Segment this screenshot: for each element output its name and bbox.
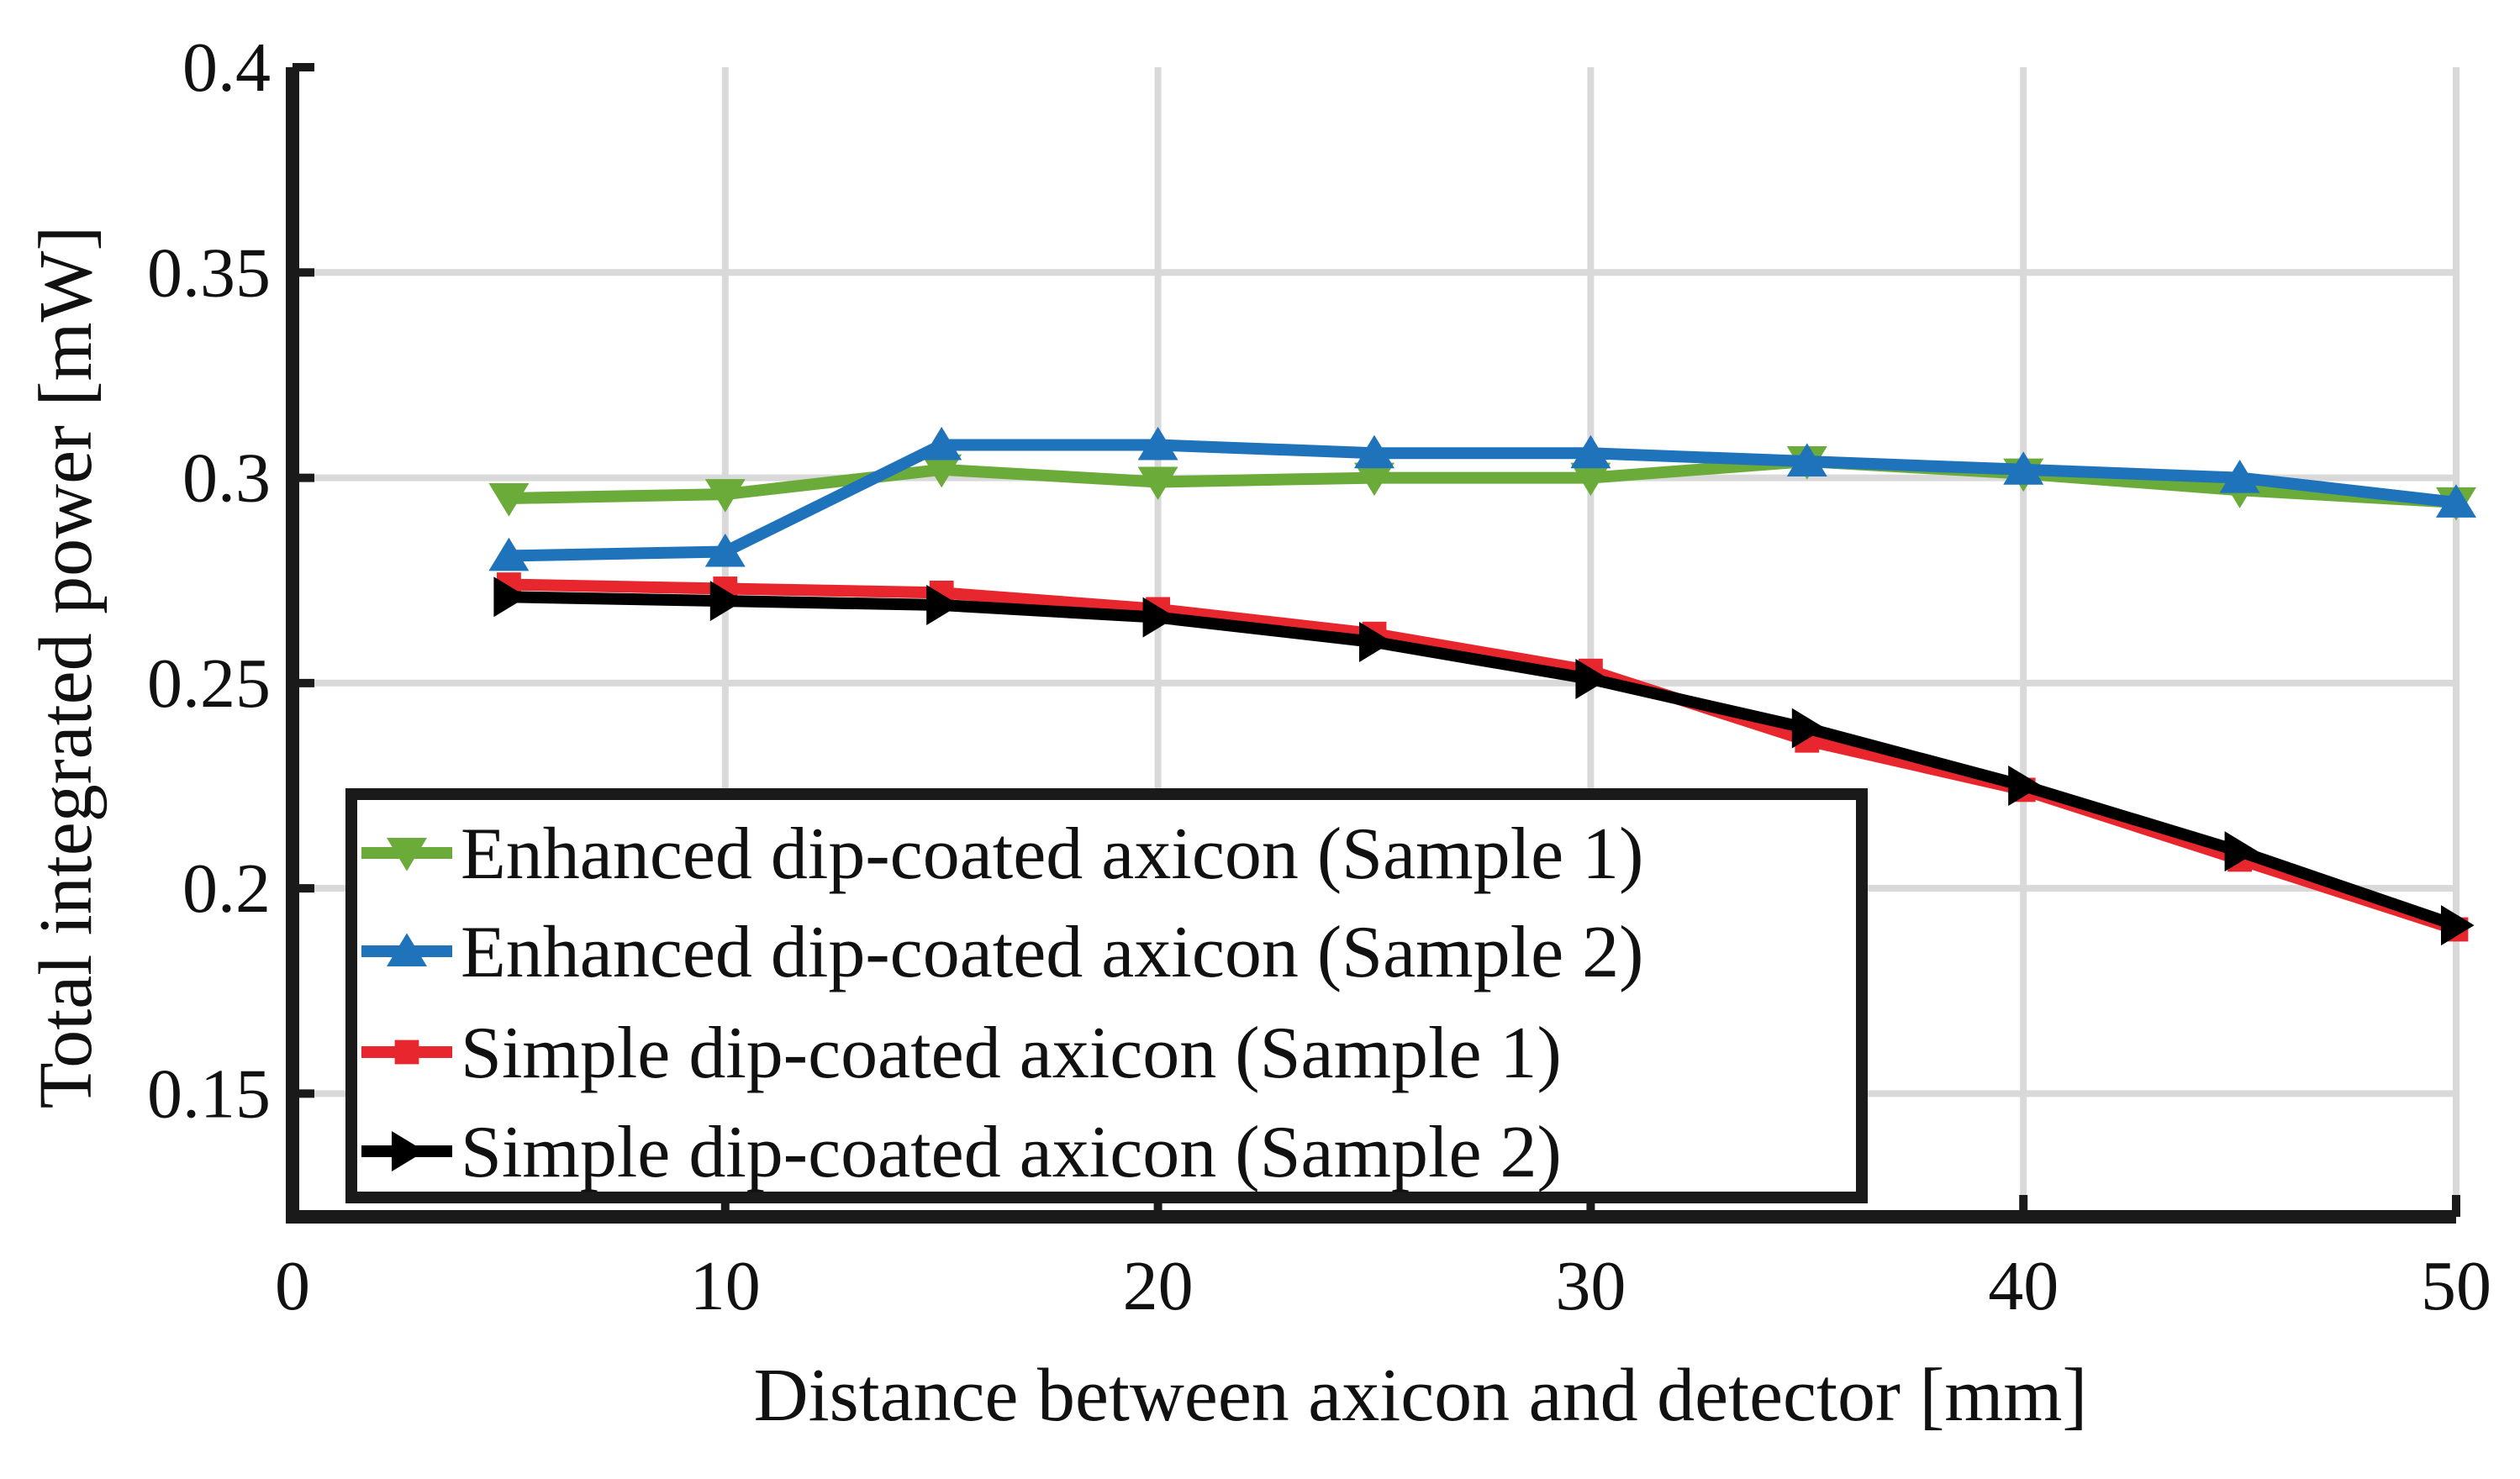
series-line	[509, 591, 2459, 931]
series-line	[509, 578, 2459, 935]
data-point-marker	[1137, 426, 1178, 461]
data-point-marker	[1570, 434, 1611, 469]
axes: 0 10 20 30 40 50 0.15 0.2 0.25 0.3 0.35 0.4 Distance…	[24, 29, 2491, 1437]
x-tick-label: 0	[275, 1247, 310, 1325]
data-point-marker	[1570, 462, 1611, 497]
data-point-marker	[921, 426, 962, 461]
data-point-marker	[926, 585, 960, 626]
data-series	[488, 426, 2476, 946]
legend-item-2: Enhanced dip-coated axicon (Sample 2)	[361, 912, 1643, 993]
data-point-marker	[704, 533, 746, 567]
series-2	[488, 426, 2476, 571]
y-tick-label: 0.15	[147, 1055, 271, 1133]
x-tick-label: 40	[1988, 1247, 2059, 1325]
y-axis-title: Total integrated power [mW]	[24, 226, 108, 1109]
data-point-marker	[921, 454, 962, 488]
y-tick-label: 0.35	[147, 234, 271, 312]
series-4	[493, 576, 2475, 946]
x-tick-label: 50	[2421, 1247, 2491, 1325]
data-point-marker	[394, 1040, 419, 1065]
x-axis-title: Distance between axicon and detector [mm…	[754, 1354, 2088, 1437]
data-point-marker	[2224, 831, 2259, 872]
series-line	[509, 439, 2457, 562]
data-point-marker	[1359, 622, 1393, 662]
data-point-marker	[2436, 484, 2476, 518]
data-point-marker	[1142, 597, 1177, 638]
data-point-marker	[1791, 708, 1826, 749]
series-1	[488, 446, 2476, 521]
data-point-marker	[387, 838, 427, 871]
data-point-marker	[1354, 434, 1394, 469]
legend-label: Simple dip-coated axicon (Sample 2)	[461, 1112, 1562, 1193]
legend-label: Enhanced dip-coated axicon (Sample 1)	[461, 813, 1643, 895]
x-tick-label: 20	[1123, 1247, 1194, 1325]
y-tick-label: 0.4	[182, 29, 271, 107]
data-point-marker	[488, 537, 530, 571]
data-point-marker	[1137, 466, 1178, 501]
legend-item-3: Simple dip-coated axicon (Sample 1)	[361, 1013, 1562, 1094]
data-point-marker	[1786, 443, 1827, 477]
data-point-marker	[1354, 462, 1394, 497]
data-point-marker	[2441, 905, 2475, 946]
data-point-marker	[704, 479, 746, 513]
data-point-marker	[2219, 459, 2260, 493]
y-tick-label: 0.3	[182, 439, 271, 518]
data-point-marker	[392, 1131, 425, 1171]
y-tick-label: 0.25	[147, 645, 271, 723]
x-tick-label: 10	[690, 1247, 761, 1325]
data-point-marker	[1575, 658, 1609, 699]
legend-label: Enhanced dip-coated axicon (Sample 2)	[461, 912, 1643, 993]
legend-item-1: Enhanced dip-coated axicon (Sample 1)	[361, 813, 1643, 895]
data-point-marker	[488, 483, 530, 517]
legend-label: Simple dip-coated axicon (Sample 1)	[461, 1013, 1562, 1094]
data-point-marker	[709, 581, 744, 622]
data-point-marker	[493, 576, 527, 618]
legend-box	[345, 788, 1868, 1203]
x-tick-label: 30	[1555, 1247, 1626, 1325]
legend-item-4: Simple dip-coated axicon (Sample 2)	[361, 1112, 1562, 1193]
legend: Enhanced dip-coated axicon (Sample 1) Enh…	[345, 788, 1868, 1203]
data-point-marker	[2008, 766, 2042, 806]
series-line	[509, 455, 2457, 508]
data-point-marker	[387, 933, 427, 966]
data-point-marker	[2003, 451, 2044, 485]
y-tick-label: 0.2	[182, 850, 271, 928]
